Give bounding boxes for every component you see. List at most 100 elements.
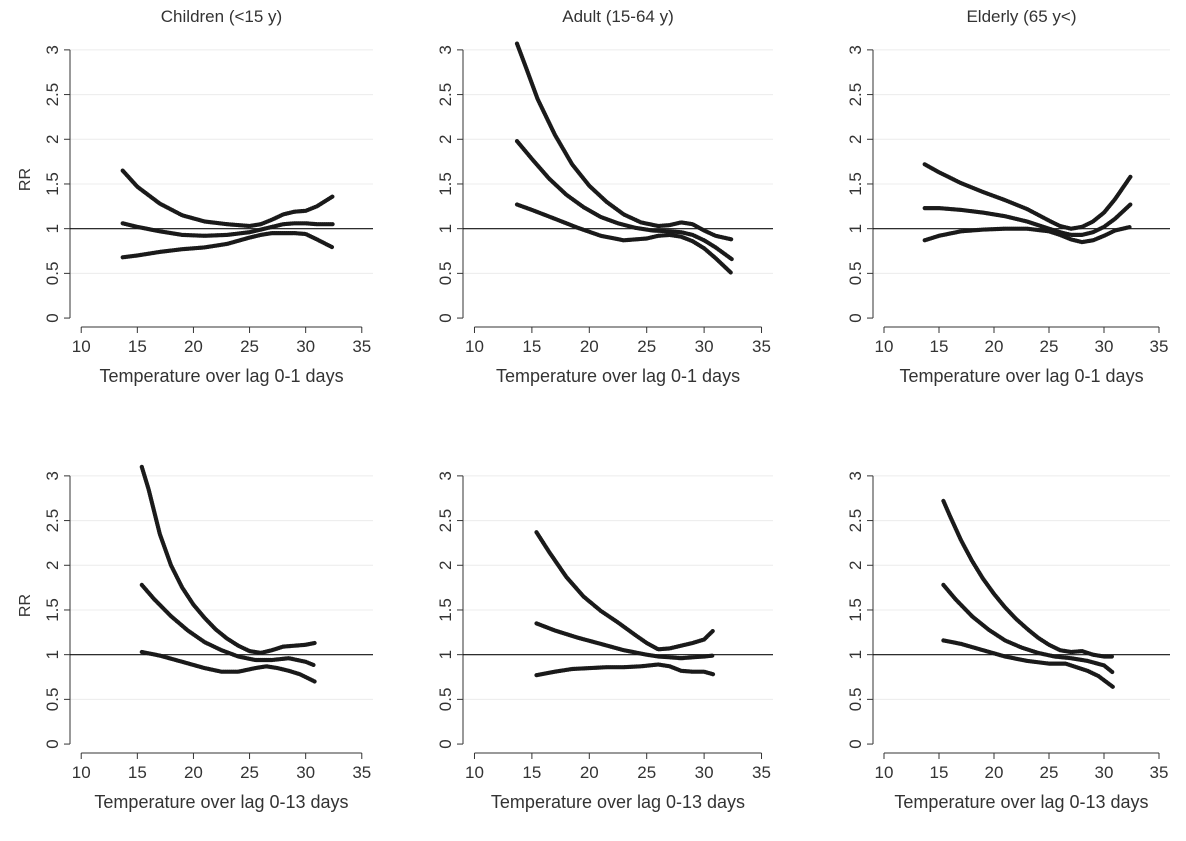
y-tick-label-2: 1 <box>846 224 865 233</box>
y-axis-label: RR <box>17 168 34 191</box>
x-tick-label-1: 15 <box>522 763 541 782</box>
x-tick-label-5: 35 <box>1150 763 1169 782</box>
series-line-1 <box>534 530 716 652</box>
x-tick-label-4: 30 <box>1095 337 1114 356</box>
series-line-2 <box>139 582 317 668</box>
x-tick-label-4: 30 <box>296 763 315 782</box>
y-tick-label-5: 2.5 <box>846 83 865 107</box>
x-tick-label-2: 20 <box>580 763 599 782</box>
series-line-2 <box>120 221 335 238</box>
y-tick-label-2: 1 <box>43 224 62 233</box>
x-tick-label-4: 30 <box>695 337 714 356</box>
y-tick-label-5: 2.5 <box>43 83 62 107</box>
x-tick-label-3: 25 <box>240 763 259 782</box>
panel-title: Elderly (65 y<) <box>966 7 1076 26</box>
panel-title: Adult (15-64 y) <box>562 7 674 26</box>
x-tick-label-2: 20 <box>580 337 599 356</box>
x-tick-label-3: 25 <box>637 763 656 782</box>
x-axis-label: Temperature over lag 0-1 days <box>496 366 740 386</box>
series-line-2 <box>514 139 734 262</box>
series-line-3 <box>941 638 1115 689</box>
x-tick-label-1: 15 <box>930 337 949 356</box>
x-tick-label-3: 25 <box>1040 337 1059 356</box>
y-tick-label-3: 1.5 <box>846 598 865 622</box>
series-line-3 <box>514 202 734 276</box>
x-tick-label-2: 20 <box>184 763 203 782</box>
series-line-1 <box>514 41 734 242</box>
panel-5: 0 0.5 1 1.5 2 2.5 3 10 15 20 25 30 35 Temperature ove… <box>436 471 773 812</box>
x-tick-label-4: 30 <box>1095 763 1114 782</box>
y-tick-label-0: 0 <box>846 739 865 748</box>
x-tick-label-3: 25 <box>240 337 259 356</box>
y-tick-label-5: 2.5 <box>846 509 865 533</box>
y-tick-label-3: 1.5 <box>436 598 455 622</box>
x-tick-label-0: 10 <box>465 337 484 356</box>
series-line-3 <box>534 662 716 678</box>
x-tick-label-0: 10 <box>72 337 91 356</box>
y-tick-label-3: 1.5 <box>43 172 62 196</box>
y-tick-label-0: 0 <box>846 313 865 322</box>
panel-2: 0 0.5 1 1.5 2 2.5 3 10 15 20 25 30 35 Adult (15-64 y)… <box>436 7 773 386</box>
x-tick-label-5: 35 <box>352 337 371 356</box>
y-tick-label-3: 1.5 <box>436 172 455 196</box>
x-axis-label: Temperature over lag 0-13 days <box>894 792 1148 812</box>
y-tick-label-1: 0.5 <box>43 262 62 286</box>
x-tick-label-3: 25 <box>637 337 656 356</box>
x-tick-label-3: 25 <box>1040 763 1059 782</box>
x-tick-label-0: 10 <box>875 337 894 356</box>
y-tick-label-3: 1.5 <box>846 172 865 196</box>
y-tick-label-6: 3 <box>43 45 62 54</box>
y-tick-label-6: 3 <box>436 45 455 54</box>
y-tick-label-2: 1 <box>436 224 455 233</box>
y-tick-label-0: 0 <box>436 313 455 322</box>
series-line-2 <box>941 582 1115 675</box>
y-tick-label-6: 3 <box>846 45 865 54</box>
y-tick-label-1: 0.5 <box>43 688 62 712</box>
x-tick-label-5: 35 <box>752 763 771 782</box>
series-line-3 <box>139 649 317 684</box>
y-tick-label-0: 0 <box>43 313 62 322</box>
y-tick-label-5: 2.5 <box>436 83 455 107</box>
panel-1: 0 0.5 1 1.5 2 2.5 3 10 15 20 25 30 35 Children (<15 y… <box>17 7 373 386</box>
y-tick-label-1: 0.5 <box>436 262 455 286</box>
y-tick-label-4: 2 <box>846 561 865 570</box>
x-tick-label-1: 15 <box>128 763 147 782</box>
x-tick-label-2: 20 <box>985 337 1004 356</box>
panel-3: 0 0.5 1 1.5 2 2.5 3 10 15 20 25 30 35 Elderly (65 y<)… <box>846 7 1170 386</box>
x-tick-label-0: 10 <box>465 763 484 782</box>
series-line-3 <box>922 224 1133 245</box>
x-axis-label: Temperature over lag 0-13 days <box>491 792 745 812</box>
x-tick-label-2: 20 <box>184 337 203 356</box>
y-tick-label-4: 2 <box>43 561 62 570</box>
panel-title: Children (<15 y) <box>161 7 282 26</box>
series-line-3 <box>120 231 335 260</box>
x-axis-label: Temperature over lag 0-1 days <box>99 366 343 386</box>
x-tick-label-4: 30 <box>296 337 315 356</box>
series-line-2 <box>922 202 1133 237</box>
y-tick-label-1: 0.5 <box>436 688 455 712</box>
y-tick-label-3: 1.5 <box>43 598 62 622</box>
series-line-1 <box>922 162 1133 231</box>
x-tick-label-1: 15 <box>522 337 541 356</box>
series-line-2 <box>534 621 716 661</box>
series-line-1 <box>120 168 335 229</box>
y-tick-label-4: 2 <box>43 135 62 144</box>
y-tick-label-1: 0.5 <box>846 688 865 712</box>
y-tick-label-5: 2.5 <box>436 509 455 533</box>
y-tick-label-6: 3 <box>846 471 865 480</box>
x-tick-label-4: 30 <box>695 763 714 782</box>
y-tick-label-6: 3 <box>43 471 62 480</box>
y-tick-label-4: 2 <box>436 561 455 570</box>
x-tick-label-1: 15 <box>128 337 147 356</box>
x-axis-label: Temperature over lag 0-1 days <box>899 366 1143 386</box>
series-line-1 <box>139 464 317 656</box>
x-tick-label-0: 10 <box>875 763 894 782</box>
x-tick-label-5: 35 <box>352 763 371 782</box>
y-tick-label-4: 2 <box>846 135 865 144</box>
y-tick-label-0: 0 <box>436 739 455 748</box>
series-line-1 <box>941 498 1115 659</box>
x-tick-label-0: 10 <box>72 763 91 782</box>
y-tick-label-6: 3 <box>436 471 455 480</box>
